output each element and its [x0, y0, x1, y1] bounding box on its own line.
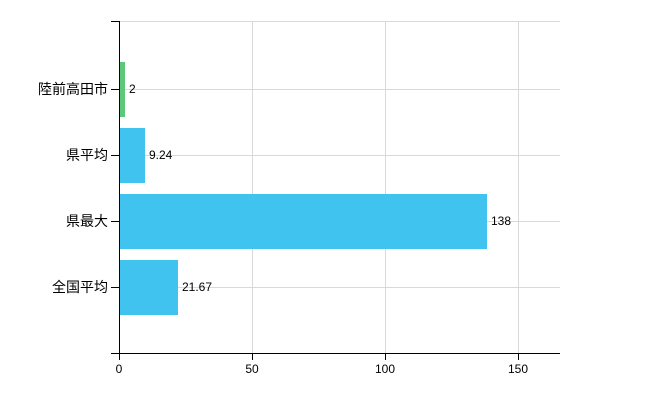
- bar-4: [120, 260, 178, 315]
- y-axis-top-tick: [111, 21, 119, 22]
- bar-1: [120, 62, 125, 117]
- bar-3: [120, 194, 487, 249]
- x-axis-line: [111, 353, 560, 354]
- bar-value-label: 9.24: [149, 148, 173, 162]
- x-axis-tick: [252, 353, 253, 360]
- x-gridline: [518, 21, 519, 353]
- bar-2: [120, 128, 145, 183]
- category-label: 陸前高田市: [38, 81, 108, 97]
- x-axis-tick: [385, 353, 386, 360]
- x-tick-label: 50: [245, 362, 259, 376]
- category-label: 県平均: [66, 147, 108, 163]
- y-axis-line: [119, 21, 120, 354]
- x-axis-tick: [119, 353, 120, 360]
- category-label: 全国平均: [52, 279, 108, 295]
- plot-top-border: [119, 21, 560, 22]
- y-axis-tick: [111, 155, 119, 156]
- y-axis-tick: [111, 221, 119, 222]
- x-tick-label: 0: [115, 362, 123, 376]
- category-label: 県最大: [66, 213, 108, 229]
- y-gridline: [119, 287, 560, 288]
- bar-value-label: 138: [491, 214, 512, 228]
- bar-value-label: 2: [129, 82, 136, 96]
- y-gridline: [119, 155, 560, 156]
- x-axis-tick: [518, 353, 519, 360]
- x-tick-label: 100: [374, 362, 396, 376]
- y-axis-tick: [111, 89, 119, 90]
- y-gridline: [119, 89, 560, 90]
- y-axis-tick: [111, 287, 119, 288]
- x-gridline: [252, 21, 253, 353]
- x-tick-label: 150: [507, 362, 529, 376]
- x-gridline: [385, 21, 386, 353]
- bar-value-label: 21.67: [182, 280, 213, 294]
